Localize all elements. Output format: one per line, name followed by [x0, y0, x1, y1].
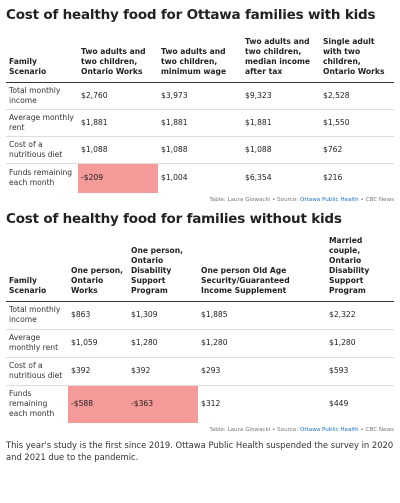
row: Average monthly rent $1,881 $1,881 $1,88…	[6, 109, 394, 137]
header-cell: Two adults and two children, Ontario Wor…	[78, 30, 158, 83]
table: Family Scenario Two adults and two child…	[6, 30, 394, 193]
cell: $449	[326, 384, 394, 423]
source-line: Table: Laura Glowacki • Source: Ottawa P…	[6, 423, 394, 437]
header-cell: Married couple, Ontario Disability Suppo…	[326, 231, 394, 302]
cell: $1,088	[78, 136, 158, 164]
table: Family Scenario One person, Ontario Work…	[6, 231, 394, 423]
cell: -$209	[78, 162, 158, 193]
header-cell: Two adults and two children, median inco…	[242, 30, 320, 83]
cell: $762	[320, 136, 394, 164]
source-link[interactable]: Ottawa Public Health	[299, 197, 359, 203]
cell: $1,088	[158, 136, 242, 164]
header-row: Family Scenario Two adults and two child…	[6, 30, 394, 83]
cell: $1,309	[128, 301, 198, 330]
row: Cost of a nutritious diet $392 $392 $293…	[6, 357, 394, 386]
source-line: Table: Laura Glowacki • Source: Ottawa P…	[6, 193, 394, 207]
header-cell: Two adults and two children, minimum wag…	[158, 30, 242, 83]
row-label: Cost of a nutritious diet	[6, 357, 68, 386]
table-title: Cost of healthy food for families withou…	[6, 211, 342, 227]
source-link[interactable]: Ottawa Public Health	[299, 427, 359, 433]
row-label: Total monthly income	[6, 82, 78, 110]
row: Cost of a nutritious diet $1,088 $1,088 …	[6, 136, 394, 164]
cell: $216	[320, 162, 394, 193]
cell: $1,004	[158, 162, 242, 193]
cell: $293	[198, 357, 326, 386]
cell: $1,280	[326, 329, 394, 358]
source-text: • CBC News	[358, 427, 394, 433]
header-cell: One person, Ontario Disability Support P…	[128, 231, 198, 302]
row-label: Total monthly income	[6, 301, 68, 330]
row: Total monthly income $863 $1,309 $1,885 …	[6, 301, 394, 330]
cell: $1,881	[78, 109, 158, 137]
content: Cost of healthy food for Ottawa families…	[6, 7, 394, 463]
cell: $1,885	[198, 301, 326, 330]
cell: $593	[326, 357, 394, 386]
row: Average monthly rent $1,059 $1,280 $1,28…	[6, 329, 394, 358]
cell: $6,354	[242, 162, 320, 193]
source-text: Table: Laura Glowacki • Source:	[209, 197, 300, 203]
header-cell: Family Scenario	[6, 231, 68, 302]
cell: $3,973	[158, 82, 242, 110]
row-label: Average monthly rent	[6, 329, 68, 358]
row-label: Funds remaining each month	[6, 162, 78, 193]
header-cell: Family Scenario	[6, 30, 78, 83]
row: Total monthly income $2,760 $3,973 $9,32…	[6, 82, 394, 110]
cell: -$363	[128, 384, 198, 423]
row: Funds remaining each month -$588 -$363 $…	[6, 384, 394, 423]
cell: $2,528	[320, 82, 394, 110]
cell: $1,550	[320, 109, 394, 137]
cell: -$588	[68, 384, 128, 423]
row-label: Average monthly rent	[6, 109, 78, 137]
table-title: Cost of healthy food for Ottawa families…	[6, 7, 376, 23]
cell: $392	[68, 357, 128, 386]
cell: $1,280	[128, 329, 198, 358]
cell: $9,323	[242, 82, 320, 110]
cell: $1,881	[242, 109, 320, 137]
row-label: Cost of a nutritious diet	[6, 136, 78, 164]
cell: $312	[198, 384, 326, 423]
cell: $1,088	[242, 136, 320, 164]
header-row: Family Scenario One person, Ontario Work…	[6, 231, 394, 302]
header-cell: One person, Ontario Works	[68, 231, 128, 302]
header-cell: One person Old Age Security/Guaranteed I…	[198, 231, 326, 302]
source-text: • CBC News	[358, 197, 394, 203]
footer-text: This year's study is the first since 201…	[6, 440, 394, 463]
source-text: Table: Laura Glowacki • Source:	[209, 427, 300, 433]
row-label: Funds remaining each month	[6, 384, 68, 423]
cell: $2,322	[326, 301, 394, 330]
cell: $392	[128, 357, 198, 386]
header-cell: Single adult with two children, Ontario …	[320, 30, 394, 83]
cell: $1,280	[198, 329, 326, 358]
cell: $863	[68, 301, 128, 330]
cell: $1,881	[158, 109, 242, 137]
cell: $2,760	[78, 82, 158, 110]
row: Funds remaining each month -$209 $1,004 …	[6, 162, 394, 193]
cell: $1,059	[68, 329, 128, 358]
